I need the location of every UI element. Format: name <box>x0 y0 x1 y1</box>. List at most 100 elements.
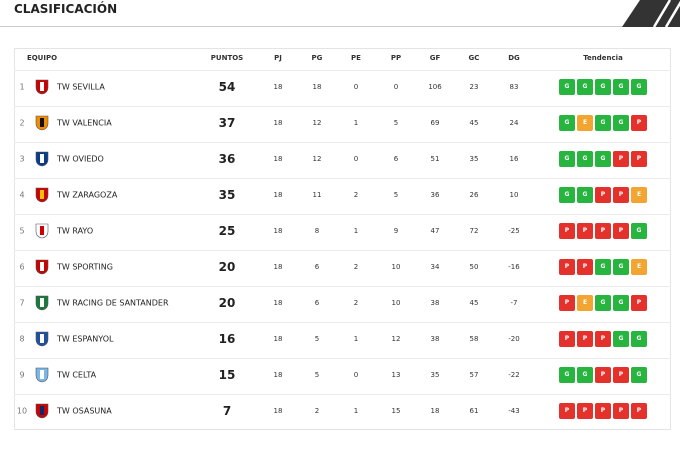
stat-pe: 2 <box>353 263 359 271</box>
stat-gf: 106 <box>428 83 442 91</box>
trend-result: G <box>595 79 611 95</box>
team-name: TW VALENCIA <box>57 118 112 128</box>
stat-pj: 18 <box>273 83 283 91</box>
team-crest <box>35 259 49 275</box>
trend-result: P <box>595 223 611 239</box>
row-separator <box>14 178 671 179</box>
team-name: TW CELTA <box>57 370 97 380</box>
team-crest <box>35 367 49 383</box>
position: 5 <box>19 226 25 236</box>
stat-dg: -16 <box>508 263 520 271</box>
points: 37 <box>218 116 236 130</box>
row-separator <box>14 394 671 395</box>
position: 7 <box>19 298 25 308</box>
stat-gc: 50 <box>469 263 479 271</box>
stat-dg: -25 <box>508 227 520 235</box>
column-header: PJ <box>274 54 282 62</box>
row-separator <box>14 142 671 143</box>
trend-result: G <box>613 295 629 311</box>
stat-pp: 13 <box>391 371 401 379</box>
column-header: GF <box>429 54 441 62</box>
row-separator <box>14 70 671 71</box>
team-name: TW SPORTING <box>57 262 113 272</box>
trend-result: E <box>631 259 647 275</box>
column-header: PG <box>311 54 323 62</box>
position: 2 <box>19 118 25 128</box>
trend-result: E <box>577 295 593 311</box>
stat-gc: 26 <box>469 191 479 199</box>
stat-gc: 35 <box>469 155 479 163</box>
stat-pj: 18 <box>273 407 283 415</box>
trend-result: P <box>559 259 575 275</box>
stat-pj: 18 <box>273 227 283 235</box>
position: 4 <box>19 190 25 200</box>
trend-result: G <box>631 367 647 383</box>
trend-result: G <box>631 79 647 95</box>
stat-pe: 2 <box>353 299 359 307</box>
trend-result: P <box>577 223 593 239</box>
trend-result: G <box>595 151 611 167</box>
trend-result: P <box>559 295 575 311</box>
team-crest <box>35 223 49 239</box>
stat-gc: 45 <box>469 119 479 127</box>
stat-dg: -22 <box>508 371 520 379</box>
points: 16 <box>218 332 236 346</box>
stat-dg: -7 <box>510 299 518 307</box>
stat-pe: 0 <box>353 371 359 379</box>
stat-pg: 5 <box>314 335 320 343</box>
row-separator <box>14 250 671 251</box>
trend-result: G <box>613 259 629 275</box>
trend-result: P <box>559 331 575 347</box>
position: 10 <box>16 406 28 416</box>
trend-result: G <box>577 187 593 203</box>
team-crest <box>35 295 49 311</box>
stat-pg: 11 <box>312 191 322 199</box>
trend-result: P <box>595 403 611 419</box>
stat-pj: 18 <box>273 191 283 199</box>
team-name: TW OSASUNA <box>57 406 112 416</box>
trend-result: G <box>559 115 575 131</box>
trend-result: P <box>595 367 611 383</box>
column-header: PE <box>351 54 361 62</box>
stat-gc: 58 <box>469 335 479 343</box>
trend-result: P <box>613 151 629 167</box>
trend-result: G <box>595 259 611 275</box>
position: 1 <box>19 82 25 92</box>
stat-pg: 8 <box>314 227 320 235</box>
trend-result: E <box>631 187 647 203</box>
team-crest <box>35 115 49 131</box>
stat-gc: 57 <box>469 371 479 379</box>
row-separator <box>14 358 671 359</box>
team-crest <box>35 151 49 167</box>
trend-result: P <box>631 403 647 419</box>
stat-pp: 6 <box>393 155 399 163</box>
trend-result: P <box>631 115 647 131</box>
trend-result: P <box>595 187 611 203</box>
trend-result: G <box>559 79 575 95</box>
stat-pg: 12 <box>312 155 322 163</box>
stat-dg: 83 <box>509 83 519 91</box>
stat-pp: 5 <box>393 191 399 199</box>
page-title: CLASIFICACIÓN <box>14 2 118 16</box>
stat-pj: 18 <box>273 119 283 127</box>
trend-result: P <box>613 403 629 419</box>
trend-result: P <box>595 331 611 347</box>
trend-result: P <box>613 223 629 239</box>
trend-result: G <box>613 115 629 131</box>
position: 6 <box>19 262 25 272</box>
team-crest <box>35 331 49 347</box>
trend-result: P <box>559 223 575 239</box>
team-name: TW OVIEDO <box>57 154 104 164</box>
stat-pj: 18 <box>273 335 283 343</box>
stat-pe: 0 <box>353 83 359 91</box>
trend-result: G <box>577 79 593 95</box>
stat-pp: 12 <box>391 335 401 343</box>
trend-result: G <box>613 79 629 95</box>
stat-pj: 18 <box>273 155 283 163</box>
stat-pe: 2 <box>353 191 359 199</box>
stat-pe: 1 <box>353 407 359 415</box>
position: 3 <box>19 154 25 164</box>
row-separator <box>14 106 671 107</box>
stat-dg: 24 <box>509 119 519 127</box>
stat-pj: 18 <box>273 263 283 271</box>
